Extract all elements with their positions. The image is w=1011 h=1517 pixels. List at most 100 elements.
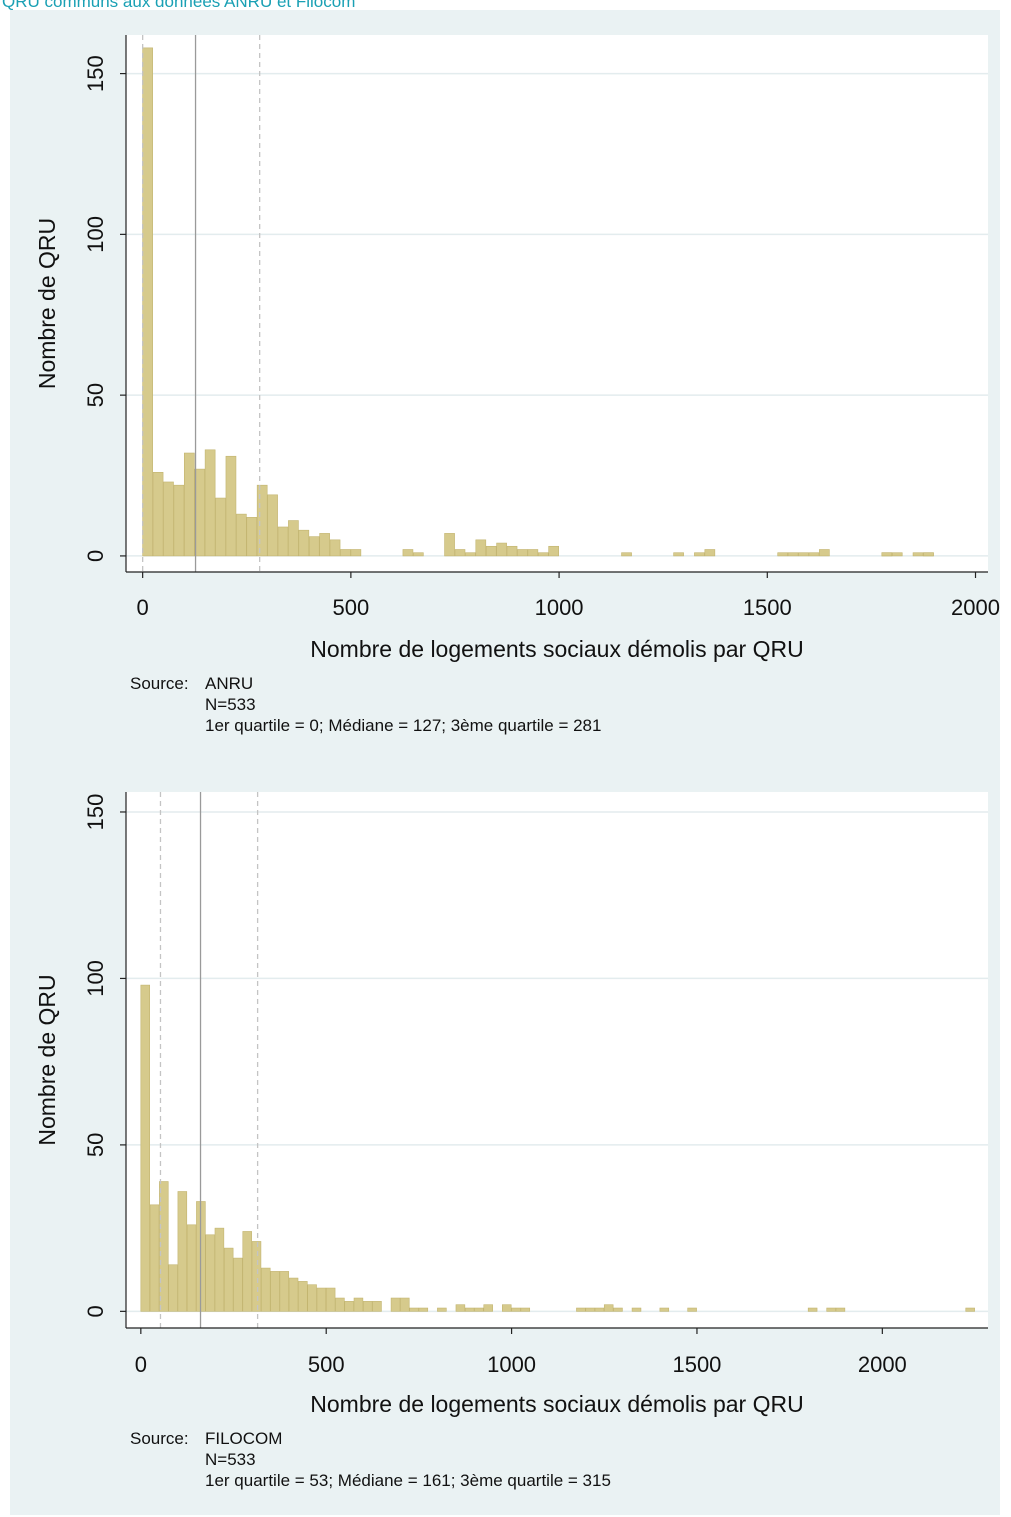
histogram-bar xyxy=(225,455,237,557)
histogram-bar xyxy=(511,1307,521,1312)
histogram-bar xyxy=(687,1307,697,1312)
notes-anru: Source: ANRU N=533 1er quartile = 0; Médi… xyxy=(130,673,601,736)
histogram-bar xyxy=(474,1307,484,1312)
histogram-bar xyxy=(520,1307,531,1312)
x-tick-label: 0 xyxy=(135,1352,147,1377)
histogram-bar xyxy=(204,449,216,557)
histogram-bar xyxy=(142,47,153,557)
histogram-anru: 0 500 1000 1500 2000 0 50 100 150 Nombre de logem… xyxy=(34,35,1000,662)
histogram-bar xyxy=(826,1307,836,1312)
y-axis-title: Nombre de QRU xyxy=(34,218,60,389)
x-tick-label: 1000 xyxy=(535,595,584,620)
histogram-bar xyxy=(603,1304,614,1312)
source-label: Source: xyxy=(130,674,189,693)
x-axis-title: Nombre de logements sociaux démolis par … xyxy=(310,1391,803,1417)
x-tick-label: 1500 xyxy=(672,1352,721,1377)
histogram-bar xyxy=(329,539,341,557)
histogram-bar xyxy=(256,484,268,557)
histogram-bar xyxy=(621,552,632,557)
histogram-bar xyxy=(159,1181,169,1312)
histogram-bar xyxy=(881,552,893,557)
histogram-bar xyxy=(835,1307,846,1312)
y-tick-label: 150 xyxy=(83,794,108,831)
histogram-bar xyxy=(298,529,310,557)
histogram-bar xyxy=(261,1267,271,1312)
histogram-bar xyxy=(177,1191,188,1312)
histogram-bar xyxy=(183,452,195,557)
x-tick-label: 1500 xyxy=(743,595,792,620)
histogram-bar xyxy=(340,549,351,557)
sample-size: N=533 xyxy=(205,695,256,714)
histogram-bar xyxy=(168,1264,178,1312)
histogram-bar xyxy=(465,552,476,557)
histogram-bar xyxy=(923,552,934,557)
histogram-bar xyxy=(267,494,278,557)
histogram-bar xyxy=(537,552,549,557)
x-tick-label: 0 xyxy=(137,595,149,620)
histogram-bar xyxy=(418,1307,429,1312)
x-tick-label: 1000 xyxy=(487,1352,536,1377)
histogram-bar xyxy=(585,1307,595,1312)
figure-title: QRU communs aux données ANRU et Filocom xyxy=(2,0,356,11)
histogram-bar xyxy=(251,1241,262,1312)
histogram-bar xyxy=(402,549,414,557)
histogram-bar xyxy=(413,552,424,557)
histogram-bar xyxy=(390,1297,401,1312)
histogram-bar xyxy=(527,549,539,557)
x-tick-label: 2000 xyxy=(951,595,1000,620)
histogram-bar xyxy=(316,1287,327,1312)
histogram-bar xyxy=(485,545,497,557)
histogram-bar xyxy=(223,1247,234,1312)
histogram-bar xyxy=(613,1307,623,1312)
histogram-bar xyxy=(319,533,330,557)
histogram-bar xyxy=(362,1301,373,1312)
y-tick-label: 50 xyxy=(83,383,108,407)
histogram-bar xyxy=(798,552,809,557)
histogram-bar xyxy=(455,1304,466,1312)
histogram-bar xyxy=(475,539,487,557)
histogram-bar xyxy=(372,1301,382,1312)
histogram-bar xyxy=(437,1307,447,1312)
histogram-bar xyxy=(279,1271,290,1312)
plot-area xyxy=(126,792,988,1328)
histogram-filocom: 0 500 1000 1500 2000 0 50 100 150 Nombre de logem… xyxy=(34,792,988,1417)
histogram-bar xyxy=(205,1234,215,1312)
source-name: ANRU xyxy=(205,674,254,693)
histogram-bar xyxy=(298,1281,308,1312)
histogram-bar xyxy=(594,1307,605,1312)
histogram-bar xyxy=(808,552,820,557)
histogram-bar xyxy=(288,1277,299,1312)
quartile-stats: 1er quartile = 53; Médiane = 161; 3ème q… xyxy=(205,1471,611,1490)
source-name: FILOCOM xyxy=(205,1429,283,1448)
histogram-bar xyxy=(517,549,528,557)
y-tick-label: 0 xyxy=(83,1305,108,1317)
histogram-bar xyxy=(246,517,258,557)
histogram-bar xyxy=(659,1307,670,1312)
histogram-bar xyxy=(502,1304,512,1312)
histogram-bar xyxy=(353,1297,364,1312)
histogram-bar xyxy=(777,552,789,557)
histogram-bar xyxy=(891,552,903,557)
histogram-bar xyxy=(270,1271,280,1312)
histogram-bar xyxy=(215,497,226,557)
y-tick-label: 100 xyxy=(83,216,108,253)
histogram-bar xyxy=(288,520,299,557)
histogram-bar xyxy=(163,481,174,557)
histogram-bar xyxy=(444,533,455,557)
histogram-bar xyxy=(787,552,799,557)
x-tick-label: 500 xyxy=(333,595,370,620)
histogram-bar xyxy=(496,542,507,557)
x-tick-label: 2000 xyxy=(858,1352,907,1377)
histogram-bar xyxy=(576,1307,586,1312)
histogram-bar xyxy=(308,536,320,557)
x-axis-title: Nombre de logements sociaux démolis par … xyxy=(310,636,803,662)
histogram-bar xyxy=(277,526,289,557)
histogram-bar xyxy=(819,549,830,557)
histogram-bar xyxy=(335,1297,345,1312)
histogram-bar xyxy=(694,552,705,557)
histogram-bar xyxy=(400,1297,410,1312)
y-axis-title: Nombre de QRU xyxy=(34,974,60,1145)
y-tick-label: 50 xyxy=(83,1133,108,1157)
histogram-bar xyxy=(350,549,362,557)
